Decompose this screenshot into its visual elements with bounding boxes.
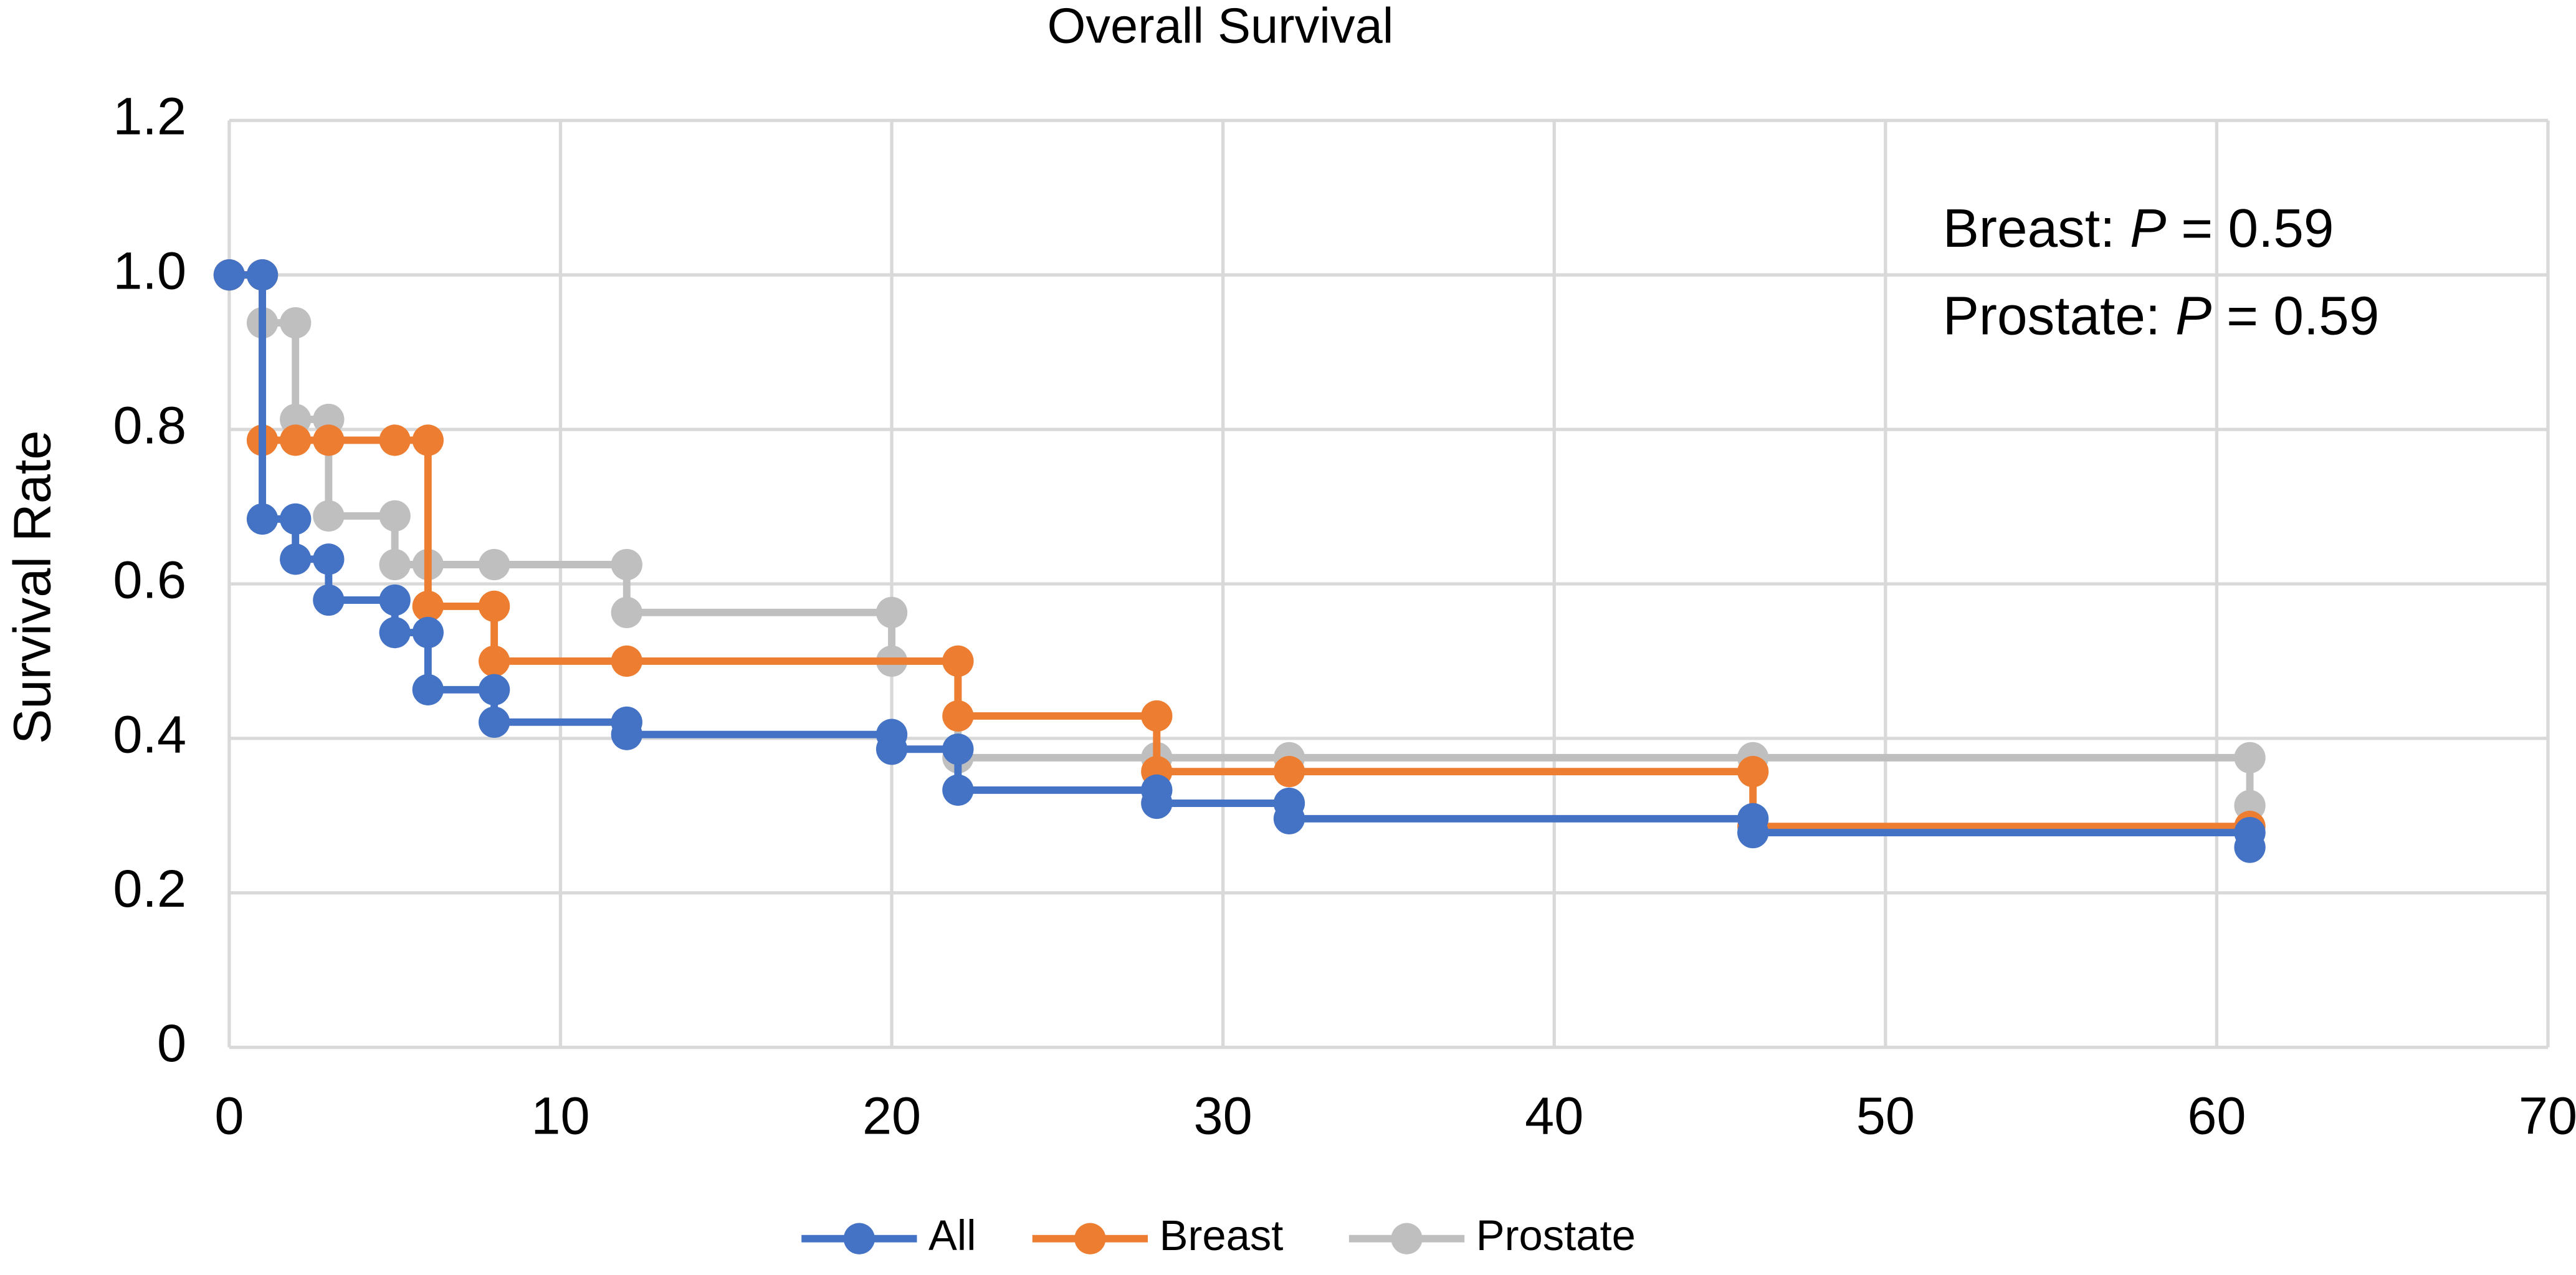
x-tick-label: 70 (2519, 1086, 2576, 1145)
annotation-label: Prostate: (1943, 285, 2160, 346)
annotation-label: Breast: (1943, 198, 2116, 259)
y-axis-title: Survival Rate (2, 430, 62, 744)
data-point (942, 774, 974, 806)
data-point (611, 596, 642, 628)
annotation-symbol: P (2130, 198, 2166, 259)
data-point (379, 584, 411, 616)
data-point (875, 596, 908, 628)
legend-marker (1074, 1223, 1106, 1254)
data-point (479, 645, 510, 677)
series-line (229, 271, 2250, 831)
y-tick-label: 0.6 (113, 550, 186, 609)
data-point (2234, 742, 2266, 774)
data-point (213, 259, 246, 291)
y-tick-label: 1.0 (113, 241, 186, 300)
data-point (412, 424, 444, 456)
data-point (479, 706, 510, 738)
data-point (479, 674, 510, 705)
data-point (942, 733, 974, 765)
data-point (379, 500, 411, 532)
data-point (2234, 831, 2266, 863)
y-tick-label: 0.2 (113, 859, 186, 918)
data-point (280, 543, 312, 575)
series-line (229, 271, 2254, 806)
annotation: Prostate: P = 0.59 (1943, 285, 2380, 346)
x-tick-label: 40 (1525, 1086, 1583, 1145)
legend-marker (843, 1223, 875, 1254)
data-point (313, 543, 345, 575)
annotation-symbol: P (2175, 285, 2211, 346)
data-point (313, 500, 345, 532)
legend-label: Breast (1160, 1211, 1284, 1259)
legend-label: All (928, 1211, 976, 1259)
x-tick-label: 0 (214, 1086, 244, 1145)
data-point (1141, 787, 1173, 819)
data-point (379, 548, 411, 581)
data-point (280, 307, 312, 339)
x-tick-label: 30 (1194, 1086, 1252, 1145)
data-point (280, 503, 312, 535)
data-point (875, 733, 908, 765)
x-tick-label: 20 (862, 1086, 921, 1145)
data-point (1141, 700, 1173, 732)
data-point (246, 259, 279, 291)
data-point (412, 590, 444, 623)
y-tick-label: 0.8 (113, 395, 186, 454)
data-point (412, 674, 444, 705)
y-tick-label: 0.4 (113, 704, 186, 763)
legend-label: Prostate (1476, 1211, 1636, 1259)
data-point (942, 700, 974, 732)
y-tick-label: 1.2 (113, 87, 186, 146)
data-point (611, 645, 642, 677)
data-point (479, 590, 510, 623)
x-tick-label: 50 (1856, 1086, 1915, 1145)
data-point (479, 548, 510, 581)
data-point (313, 584, 345, 616)
chart-title: Overall Survival (1047, 0, 1394, 54)
data-point (611, 548, 642, 581)
data-point (1737, 816, 1769, 849)
annotation-text: = 0.59 (2181, 198, 2334, 259)
data-point (1273, 756, 1305, 788)
x-tick-label: 10 (531, 1086, 589, 1145)
data-point (313, 424, 345, 456)
data-point (280, 424, 312, 456)
data-point (942, 645, 974, 677)
annotation: Breast: P = 0.59 (1943, 198, 2334, 259)
data-point (1737, 756, 1769, 788)
annotation-text: = 0.59 (2226, 285, 2379, 346)
x-tick-label: 60 (2187, 1086, 2246, 1145)
y-tick-label: 0 (157, 1013, 186, 1072)
legend-marker (1391, 1223, 1423, 1254)
data-point (379, 424, 411, 456)
data-point (1273, 803, 1305, 834)
data-point (246, 503, 279, 535)
data-point (611, 719, 642, 750)
data-point (379, 616, 411, 649)
data-point (412, 616, 444, 649)
